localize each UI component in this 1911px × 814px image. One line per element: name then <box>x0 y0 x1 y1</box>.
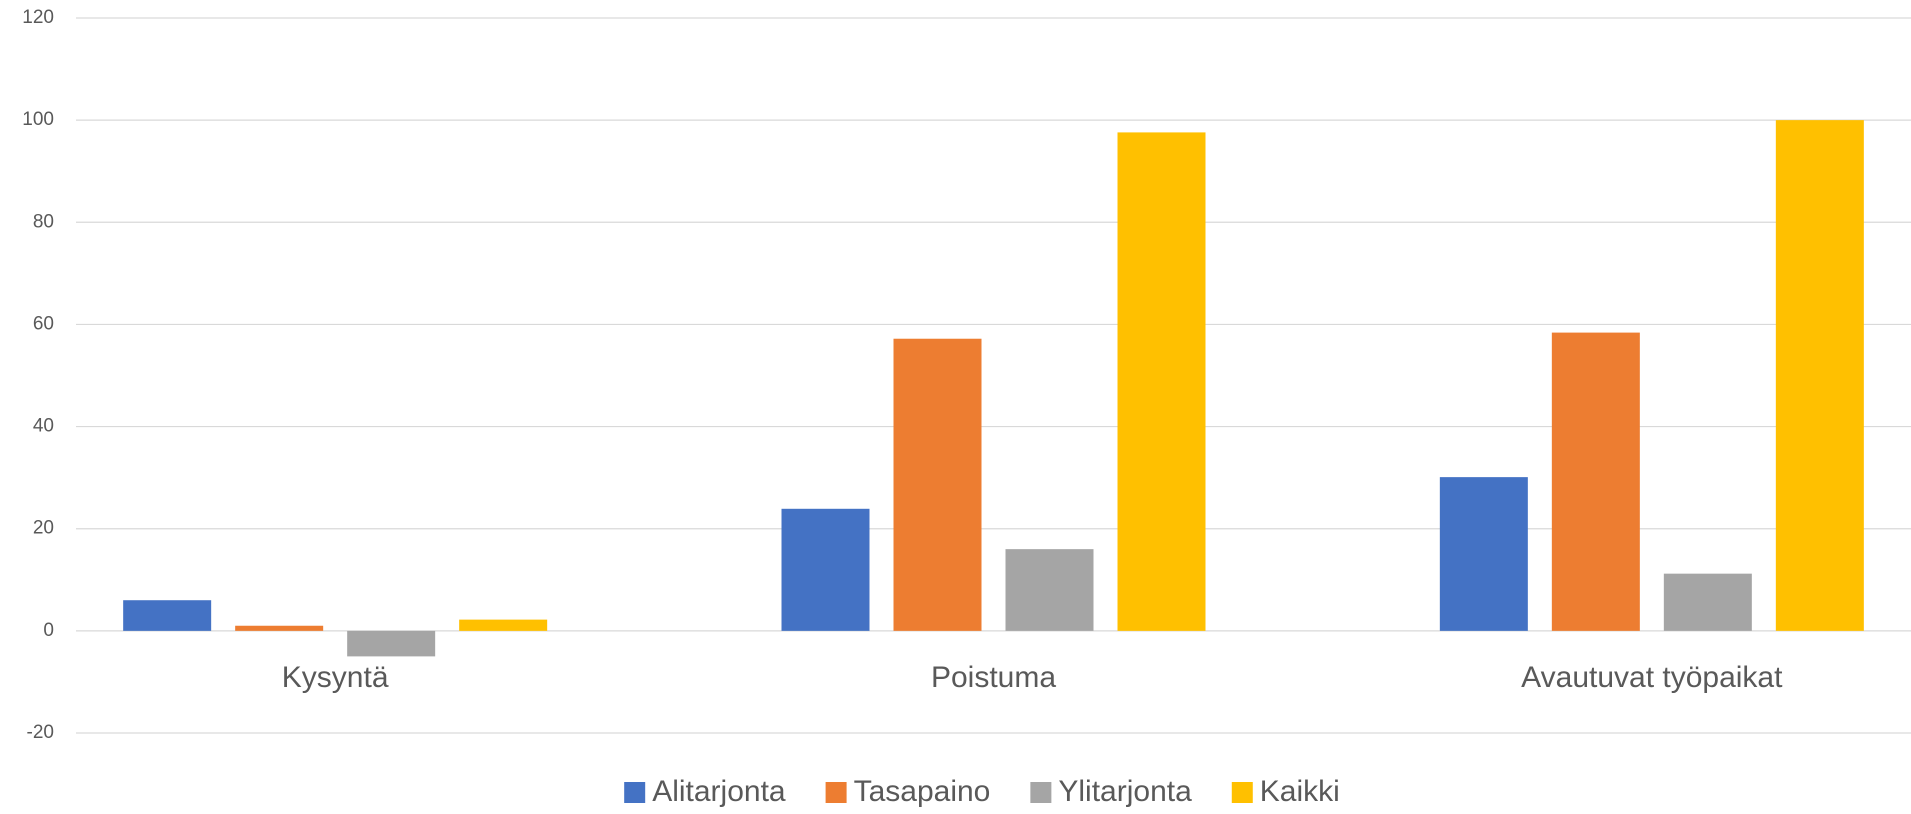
legend-label: Kaikki <box>1260 775 1340 808</box>
bar <box>1439 477 1528 631</box>
y-tick-label: 40 <box>33 416 54 437</box>
legend-swatch <box>624 782 646 803</box>
bar <box>235 625 324 631</box>
bar <box>1117 132 1206 631</box>
y-tick-label: 60 <box>33 313 54 334</box>
bar <box>781 508 870 631</box>
bar <box>1663 573 1752 631</box>
bar <box>347 630 436 657</box>
legend-label: Alitarjonta <box>652 775 786 808</box>
bar <box>1775 120 1864 631</box>
y-tick-label: 20 <box>33 518 54 539</box>
bar <box>893 338 982 631</box>
x-tick-label: Kysyntä <box>282 661 389 694</box>
y-tick-label: 100 <box>22 109 54 130</box>
bar <box>1005 549 1094 631</box>
legend-swatch <box>1231 782 1253 803</box>
bar <box>123 600 212 631</box>
y-tick-label: -20 <box>27 722 54 743</box>
legend-swatch <box>1030 782 1052 803</box>
legend-label: Ylitarjonta <box>1058 775 1192 808</box>
x-tick-label: Avautuvat työpaikat <box>1521 661 1783 694</box>
bar <box>1551 332 1640 631</box>
y-tick-label: 0 <box>43 620 54 641</box>
y-tick-label: 120 <box>22 7 54 28</box>
bar <box>459 619 548 631</box>
y-tick-label: 80 <box>33 211 54 232</box>
legend-swatch <box>825 782 847 803</box>
legend-label: Tasapaino <box>854 775 991 808</box>
x-tick-label: Poistuma <box>931 661 1056 694</box>
